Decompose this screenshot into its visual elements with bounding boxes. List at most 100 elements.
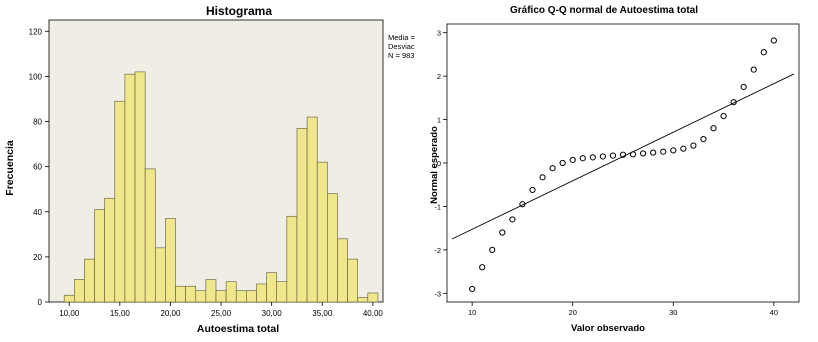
stats-mean-label: Media = <box>388 33 416 42</box>
histogram-bar <box>327 193 338 303</box>
histogram-bar <box>104 197 116 303</box>
qq-data-point <box>640 150 647 157</box>
histogram-bar <box>165 218 176 303</box>
qq-title: Gráfico Q-Q normal de Autoestima total <box>510 5 698 16</box>
qq-data-point <box>579 155 586 162</box>
histogram-bar <box>175 285 186 303</box>
qq-data-point <box>700 136 707 143</box>
qq-plot-chart: Gráfico Q-Q normal de Autoestima total -… <box>418 0 818 337</box>
histogram-x-tick-label: 10,00 <box>59 309 80 318</box>
qq-data-point <box>650 149 657 156</box>
qq-y-tick-label: 0 <box>437 159 441 168</box>
histogram-bar <box>205 279 217 303</box>
histogram-bar <box>84 258 95 303</box>
qq-data-point <box>589 154 596 161</box>
qq-x-tick-label: 40 <box>770 308 778 317</box>
histogram-bar <box>144 168 156 303</box>
qq-data-point <box>680 145 687 152</box>
qq-data-point <box>629 151 637 158</box>
histogram-bar <box>124 73 136 303</box>
histogram-bar <box>316 161 328 303</box>
histogram-bar <box>63 294 75 303</box>
qq-data-point <box>479 264 486 271</box>
qq-data-point <box>760 49 767 56</box>
histogram-bar <box>306 116 318 303</box>
histogram-x-tick-label: 30,00 <box>262 309 283 318</box>
qq-plot-panel: Gráfico Q-Q normal de Autoestima total -… <box>418 0 818 337</box>
qq-y-tick-label: 3 <box>437 29 441 38</box>
histogram-y-axis-label: Frecuencia <box>4 140 16 196</box>
histogram-plot-area: 0 20 40 60 80 100 120 10,00 15,00 20,00 25,00 30,00… <box>29 19 384 318</box>
histogram-bar <box>235 290 247 303</box>
histogram-bar <box>94 209 105 303</box>
qq-data-point <box>549 165 556 172</box>
histogram-bar <box>357 297 369 303</box>
qq-data-point <box>489 246 496 253</box>
histogram-bar <box>114 100 126 303</box>
qq-x-tick-label: 10 <box>468 308 476 317</box>
histogram-title: Histograma <box>206 4 272 18</box>
qq-reference-line <box>451 73 795 240</box>
qq-data-point <box>660 148 667 155</box>
qq-data-point <box>750 66 757 73</box>
qq-data-point <box>539 174 546 181</box>
histogram-y-tick-label: 20 <box>33 253 42 262</box>
qq-data-point <box>690 142 697 149</box>
qq-x-tick-label: 20 <box>569 308 577 317</box>
qq-plot-frame <box>446 23 800 303</box>
histogram-bar <box>296 127 308 303</box>
qq-data-point <box>569 156 576 164</box>
qq-data-point <box>670 147 677 154</box>
histogram-x-tick-label: 20,00 <box>160 309 181 318</box>
qq-data-point <box>599 153 606 160</box>
qq-y-tick-label: -3 <box>434 289 441 298</box>
histogram-y-tick-label: 80 <box>33 118 42 127</box>
qq-data-point <box>740 83 747 91</box>
qq-x-tick-label: 30 <box>669 308 677 317</box>
histogram-bar <box>256 283 267 303</box>
qq-data-point <box>529 186 536 194</box>
stats-deviation-label: Desviac <box>388 42 415 51</box>
qq-y-tick-label: 1 <box>437 116 441 125</box>
qq-y-tick-label: -2 <box>434 246 441 255</box>
stats-n-label: N = 983 <box>388 51 414 60</box>
qq-data-point <box>609 152 617 159</box>
qq-y-axis-label: Normal esperado <box>429 126 440 204</box>
histogram-x-axis-label: Autoestima total <box>197 323 279 335</box>
histogram-bar <box>337 238 348 303</box>
histogram-x-tick-label: 25,00 <box>211 309 232 318</box>
histogram-bar <box>215 290 227 303</box>
histogram-bar <box>347 258 358 303</box>
qq-data-point <box>469 285 476 293</box>
histogram-y-tick-label: 0 <box>38 298 43 307</box>
qq-data-point <box>519 201 526 208</box>
histogram-bar <box>276 281 288 303</box>
histogram-bar <box>225 281 237 303</box>
histogram-bar <box>74 279 85 303</box>
histogram-bar <box>195 290 207 303</box>
qq-plot-area: -3 -2 -1 0 1 2 3 10 20 30 40 <box>434 23 800 317</box>
histogram-bar <box>367 292 379 303</box>
qq-data-point <box>509 216 516 223</box>
histogram-bar <box>154 247 166 303</box>
qq-data-point <box>720 112 727 120</box>
histogram-y-tick-label: 100 <box>29 72 43 81</box>
qq-data-point <box>770 37 777 44</box>
qq-data-point <box>499 229 506 236</box>
qq-data-point <box>559 159 566 167</box>
histogram-chart: Histograma 0 20 40 60 80 100 120 10,00 15,00 20,0… <box>4 4 416 335</box>
histogram-y-tick-label: 40 <box>33 208 42 217</box>
qq-x-axis-label: Valor observado <box>571 323 645 334</box>
qq-data-point <box>619 151 627 158</box>
histogram-bar <box>185 285 197 303</box>
qq-data-point <box>730 99 737 106</box>
histogram-x-tick-label: 15,00 <box>110 309 131 318</box>
histogram-panel: Histograma 0 20 40 60 80 100 120 10,00 15,00 20,0… <box>4 4 416 335</box>
histogram-y-tick-label: 60 <box>33 163 42 172</box>
qq-y-tick-label: -1 <box>434 202 441 211</box>
histogram-y-tick-label: 120 <box>29 27 43 36</box>
histogram-stats-box: Media = Desviac N = 983 <box>388 33 416 60</box>
histogram-bar <box>246 290 257 303</box>
qq-data-point <box>710 125 717 132</box>
histogram-x-tick-label: 40,00 <box>363 309 384 318</box>
